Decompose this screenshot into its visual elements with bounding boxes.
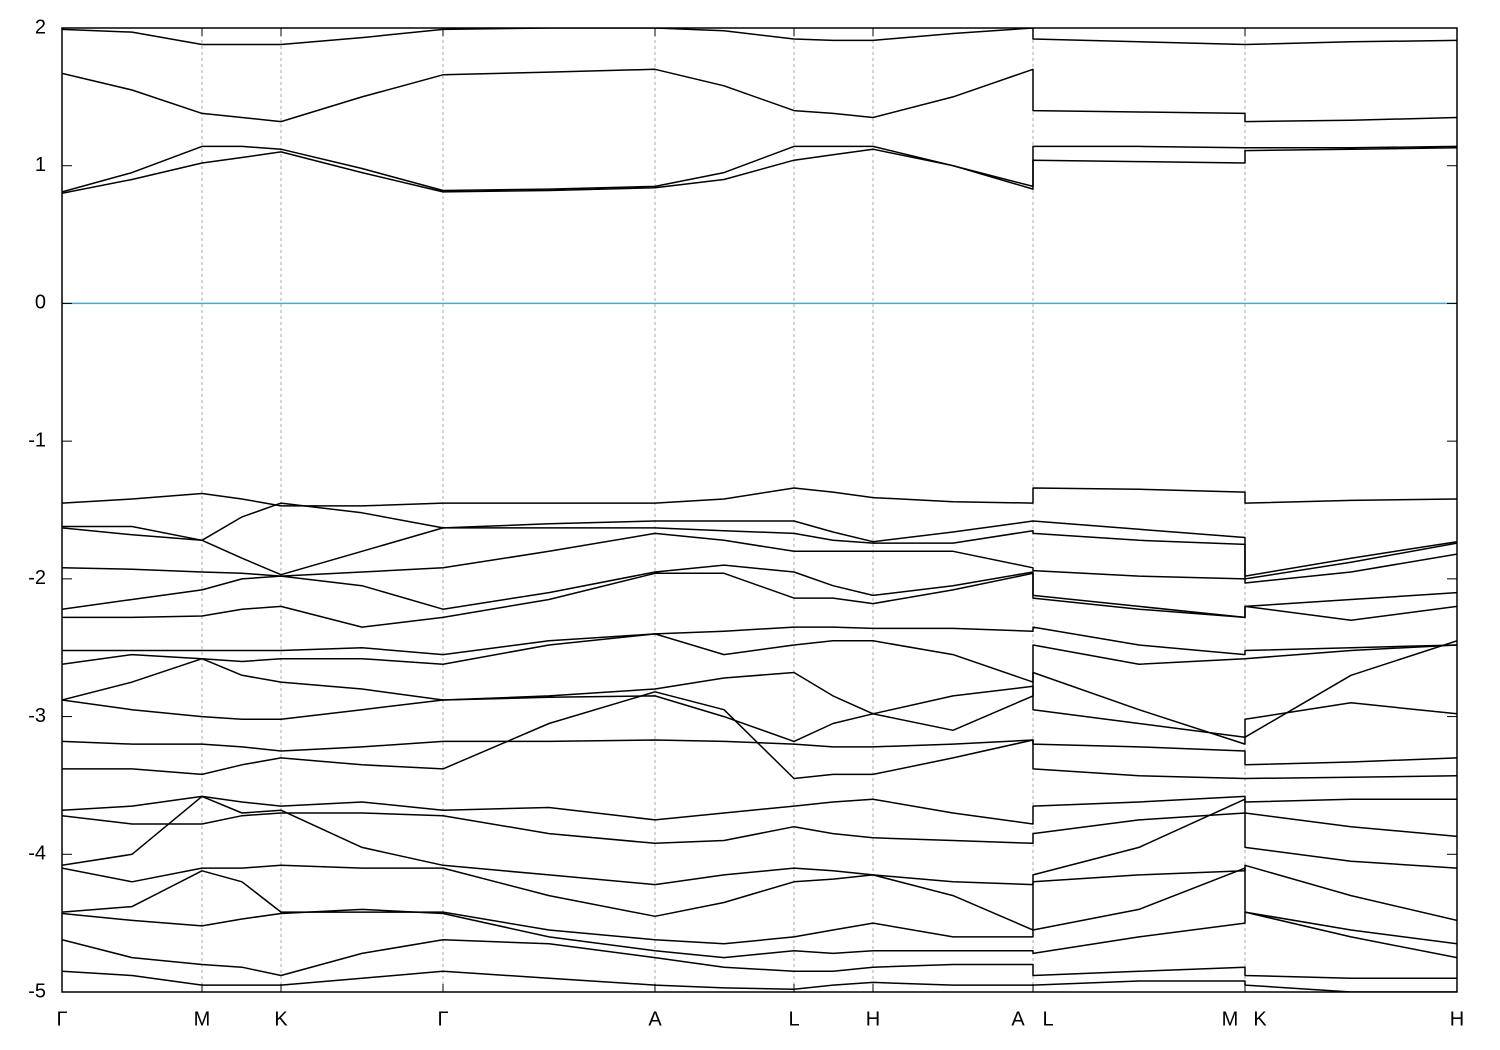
band-line [62,527,1457,580]
band-line [62,795,1457,825]
band-line [62,532,1457,584]
band-line [62,147,1457,195]
plot-frame [61,27,1458,993]
band-line [62,908,1457,959]
x-tick-label: Γ [56,1008,67,1030]
band-line [62,938,1457,979]
band-line [62,867,1457,945]
x-tick-label: L [1042,1008,1053,1030]
y-tick-label: -2 [28,567,46,589]
y-tick-label: -1 [28,429,46,451]
y-tick-label: -3 [28,705,46,727]
band-line [62,739,1457,766]
plot-area [62,28,1457,992]
band-line [62,640,1457,745]
x-tick-label: A [648,1008,662,1030]
band-line [62,795,1457,886]
band-line [62,28,1457,46]
x-tick-label: M [194,1008,211,1030]
band-line [62,864,1457,931]
x-tick-label: Γ [437,1008,448,1030]
band-line [62,68,1457,123]
y-tick-label: 2 [35,16,46,38]
y-tick-label: 1 [35,154,46,176]
band-line [62,502,1457,577]
band-line [62,633,1457,683]
y-tick-label: -5 [28,980,46,1002]
x-tick-label: K [1253,1008,1267,1030]
y-tick-label: 0 [35,292,46,314]
x-tick-label: H [1450,1008,1464,1030]
band-line [62,626,1457,656]
band-line [62,487,1457,507]
x-tick-label: H [866,1008,880,1030]
band-line [62,564,1457,619]
x-tick-label: L [788,1008,799,1030]
band-line [62,691,1457,780]
band-line [62,145,1457,193]
band-line [62,572,1457,628]
y-tick-label: -4 [28,843,46,865]
x-tick-label: A [1011,1008,1025,1030]
x-tick-label: M [1222,1008,1239,1030]
band-line [62,812,1457,845]
x-tick-label: K [274,1008,288,1030]
band-line [62,970,1457,992]
